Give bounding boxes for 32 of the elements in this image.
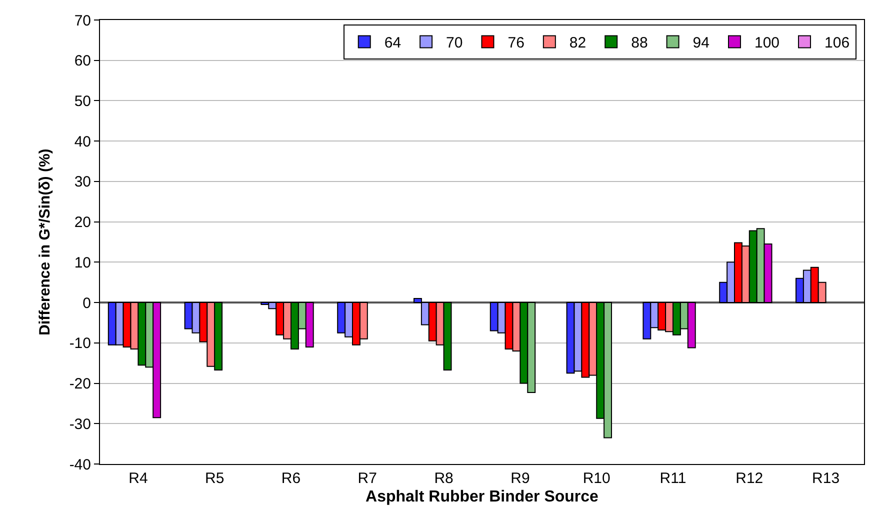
y-tick-label: 70 (74, 12, 91, 30)
legend-label: 88 (631, 34, 648, 52)
legend-label: 82 (569, 34, 586, 52)
y-tick-label: -10 (69, 335, 91, 352)
legend-label: 70 (446, 34, 463, 52)
x-tick-label: R12 (736, 470, 764, 487)
x-tick-label: R4 (128, 470, 148, 487)
y-tick-label: 30 (74, 174, 91, 191)
x-tick-label: R8 (434, 470, 454, 487)
y-tick-label: 0 (82, 294, 91, 312)
x-tick-label: R10 (582, 470, 610, 487)
y-axis-title: Difference in G*/Sin(δ) (%) (36, 148, 54, 336)
x-tick-label: R7 (358, 470, 377, 487)
x-tick-label: R9 (510, 470, 530, 487)
y-tick-label: 50 (74, 92, 91, 110)
legend-label: 76 (508, 34, 524, 52)
y-tick-label: -40 (69, 456, 91, 474)
x-tick-label: R6 (281, 470, 301, 487)
y-tick-label: 60 (74, 52, 91, 70)
x-tick-label: R11 (660, 470, 686, 487)
y-tick-label: 10 (74, 254, 91, 272)
x-tick-label: R13 (812, 470, 840, 487)
legend-label: 94 (692, 34, 710, 52)
legend-label: 64 (384, 34, 402, 52)
x-axis-title: Asphalt Rubber Binder Source (366, 488, 599, 506)
y-tick-label: -30 (69, 416, 91, 433)
legend-label: 106 (824, 34, 850, 52)
y-tick-label: -20 (69, 376, 91, 393)
y-tick-label: 20 (74, 214, 91, 232)
legend-label: 100 (754, 34, 780, 52)
y-tick-label: 40 (74, 133, 91, 150)
x-tick-label: R5 (205, 470, 224, 487)
